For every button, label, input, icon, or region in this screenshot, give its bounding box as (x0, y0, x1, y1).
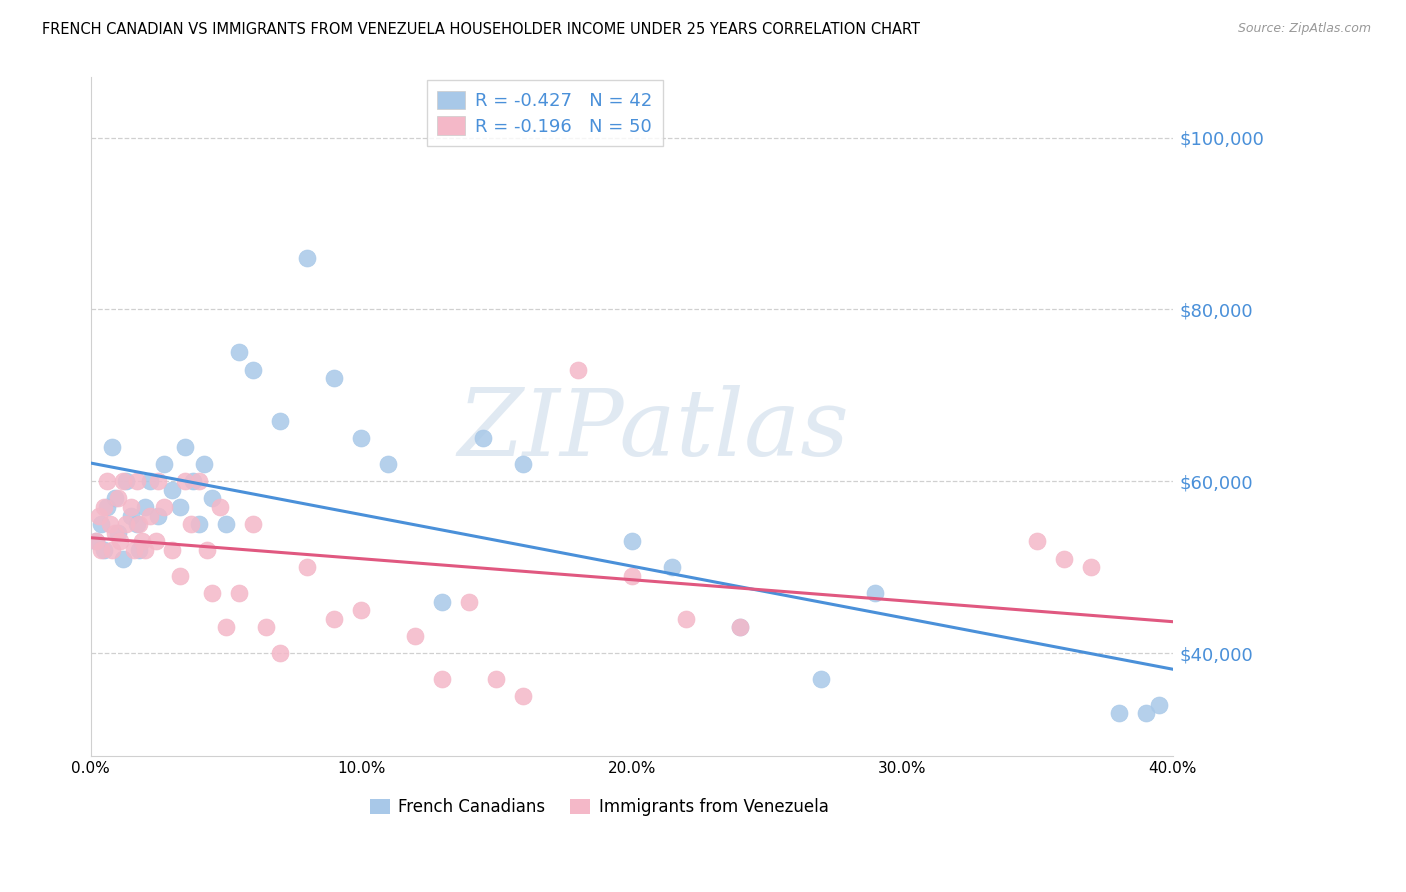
Point (90, 517, 112, 532)
Point (110, 534, 132, 549)
Point (128, 543, 150, 558)
Point (84, 534, 107, 549)
Point (295, 251, 318, 265)
Point (323, 371, 346, 385)
Point (242, 362, 264, 376)
Point (485, 672, 508, 686)
Point (215, 620, 238, 634)
Point (228, 345, 250, 359)
Point (269, 414, 291, 428)
Point (112, 475, 135, 489)
Point (1135, 706, 1157, 721)
Point (201, 586, 224, 600)
Point (101, 440, 124, 454)
Point (169, 569, 191, 583)
Point (145, 534, 167, 549)
Point (661, 560, 683, 574)
Point (377, 457, 399, 471)
Text: FRENCH CANADIAN VS IMMIGRANTS FROM VENEZUELA HOUSEHOLDER INCOME UNDER 25 YEARS C: FRENCH CANADIAN VS IMMIGRANTS FROM VENEZ… (42, 22, 920, 37)
Point (114, 475, 136, 489)
Point (567, 362, 589, 376)
Point (152, 457, 174, 471)
Point (128, 517, 150, 532)
Point (101, 543, 124, 558)
Point (209, 500, 232, 514)
Point (104, 525, 127, 540)
Point (125, 475, 148, 489)
Point (1053, 551, 1076, 566)
Point (125, 517, 148, 532)
Point (269, 646, 291, 660)
Text: ZIPatlas: ZIPatlas (457, 385, 849, 475)
Point (160, 543, 183, 558)
Point (187, 475, 209, 489)
Point (139, 508, 162, 523)
Point (84, 534, 107, 549)
Point (134, 543, 156, 558)
Point (114, 517, 136, 532)
Point (104, 491, 127, 506)
Point (1080, 560, 1102, 574)
Point (201, 491, 224, 506)
Point (122, 543, 145, 558)
Point (174, 475, 197, 489)
Point (323, 612, 346, 626)
Point (193, 457, 215, 471)
Point (120, 500, 142, 514)
Point (87, 508, 110, 523)
Point (295, 560, 318, 574)
Point (256, 620, 278, 634)
Point (90, 543, 112, 558)
Point (131, 534, 153, 549)
Point (1108, 706, 1130, 721)
Point (1026, 534, 1049, 549)
Point (432, 594, 454, 608)
Point (458, 594, 481, 608)
Point (187, 517, 209, 532)
Point (120, 508, 142, 523)
Point (620, 569, 643, 583)
Point (169, 500, 191, 514)
Point (512, 457, 534, 471)
Point (148, 508, 170, 523)
Point (675, 612, 697, 626)
Point (228, 586, 250, 600)
Point (810, 672, 832, 686)
Point (350, 431, 373, 445)
Point (183, 475, 205, 489)
Text: Source: ZipAtlas.com: Source: ZipAtlas.com (1237, 22, 1371, 36)
Point (432, 672, 454, 686)
Point (96, 500, 118, 514)
Point (728, 620, 751, 634)
Point (350, 603, 373, 617)
Point (512, 689, 534, 703)
Point (215, 517, 238, 532)
Legend: French Canadians, Immigrants from Venezuela: French Canadians, Immigrants from Venezu… (363, 791, 835, 822)
Point (174, 440, 197, 454)
Point (148, 475, 170, 489)
Point (112, 551, 135, 566)
Point (242, 517, 264, 532)
Point (107, 491, 129, 506)
Point (180, 517, 202, 532)
Point (1147, 698, 1170, 712)
Point (160, 483, 183, 497)
Point (139, 475, 162, 489)
Point (728, 620, 751, 634)
Point (863, 586, 886, 600)
Point (195, 543, 218, 558)
Point (98, 517, 121, 532)
Point (152, 500, 174, 514)
Point (93, 543, 115, 558)
Point (620, 534, 643, 549)
Point (404, 629, 426, 643)
Point (134, 500, 156, 514)
Point (93, 500, 115, 514)
Point (107, 525, 129, 540)
Point (471, 431, 494, 445)
Point (96, 475, 118, 489)
